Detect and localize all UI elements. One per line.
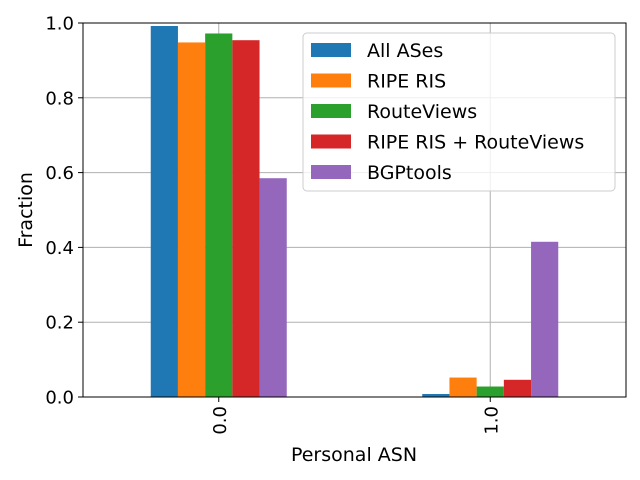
x-tick-label: 1.0	[481, 406, 502, 435]
bar-ripe-ris-routeviews-1.0	[503, 379, 532, 397]
legend: All ASes RIPE RIS RouteViews RIPE RIS + Rou…	[302, 32, 616, 192]
axis-ticks: 0.0 0.2 0.4 0.6 0.8 1.0 0.0 1.0	[45, 14, 502, 435]
legend-swatch	[311, 165, 351, 179]
legend-label: RIPE RIS	[367, 71, 446, 93]
y-tick-label: 1.0	[45, 14, 74, 35]
y-tick-label: 0.6	[45, 163, 74, 184]
legend-swatch	[311, 43, 351, 57]
x-tick-label: 0.0	[210, 406, 231, 435]
bar-ripe-ris-routeviews-0.0	[232, 40, 260, 397]
legend-swatch	[311, 134, 351, 149]
legend-swatch	[311, 73, 351, 88]
x-axis-title: Personal ASN	[291, 444, 417, 466]
bar-routeviews-1.0	[476, 386, 504, 397]
bars	[150, 25, 559, 398]
y-tick-label: 0.8	[45, 88, 74, 109]
plot-frame	[82, 22, 627, 398]
bar-all-ases-0.0	[150, 25, 178, 397]
legend-label: RouteViews	[367, 101, 477, 123]
bar-bgptools-0.0	[259, 178, 287, 397]
bar-routeviews-0.0	[205, 33, 233, 398]
bar-ripe-ris-1.0	[449, 377, 477, 397]
legend-box	[302, 32, 616, 192]
legend-label: RIPE RIS + RouteViews	[367, 132, 584, 154]
legend-swatch	[311, 104, 351, 118]
bar-bgptools-1.0	[531, 241, 559, 397]
bar-ripe-ris-0.0	[177, 42, 206, 398]
y-tick-label: 0.2	[45, 313, 74, 334]
y-axis-title: Fraction	[15, 172, 37, 248]
y-tick-label: 0.0	[45, 388, 74, 409]
bar-all-ases-1.0	[422, 394, 450, 397]
legend-label: All ASes	[367, 40, 443, 62]
y-tick-label: 0.4	[45, 238, 74, 259]
legend-label: BGPtools	[367, 162, 452, 184]
